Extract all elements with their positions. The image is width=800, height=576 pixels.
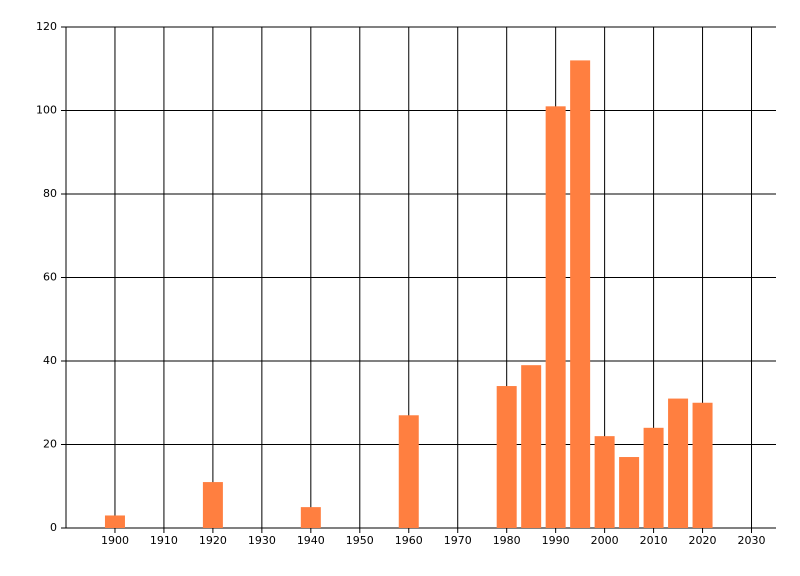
y-tick-label: 60 (43, 271, 57, 284)
x-tick-label: 2010 (640, 534, 668, 547)
bar (496, 386, 517, 528)
y-tick-label: 40 (43, 354, 57, 367)
bar (594, 436, 615, 528)
x-tick-label: 2000 (591, 534, 619, 547)
bar (619, 457, 640, 528)
bar (692, 402, 713, 528)
y-tick-label: 0 (50, 521, 57, 534)
bar (104, 515, 125, 528)
bar (300, 507, 321, 528)
bar (570, 60, 591, 529)
bar (202, 482, 223, 528)
y-tick-label: 20 (43, 438, 57, 451)
bar (545, 106, 566, 528)
bar (398, 415, 419, 528)
bar (521, 365, 542, 528)
x-tick-label: 1910 (150, 534, 178, 547)
x-tick-label: 1920 (199, 534, 227, 547)
x-tick-label: 1950 (346, 534, 374, 547)
bar (668, 398, 689, 528)
x-tick-label: 1900 (101, 534, 129, 547)
x-tick-label: 1940 (297, 534, 325, 547)
y-tick-label: 100 (36, 104, 57, 117)
bar (643, 427, 664, 528)
x-tick-label: 1980 (493, 534, 521, 547)
x-tick-label: 2020 (689, 534, 717, 547)
x-tick-label: 1960 (395, 534, 423, 547)
y-tick-label: 80 (43, 187, 57, 200)
x-tick-label: 1930 (248, 534, 276, 547)
x-tick-label: 1990 (542, 534, 570, 547)
y-tick-label: 120 (36, 20, 57, 33)
x-tick-label: 1970 (444, 534, 472, 547)
x-tick-label: 2030 (738, 534, 766, 547)
